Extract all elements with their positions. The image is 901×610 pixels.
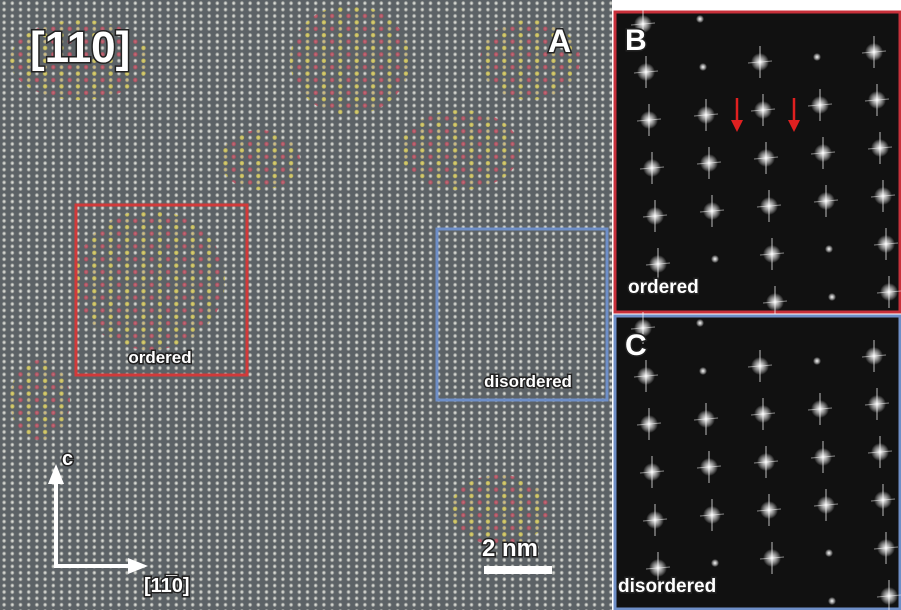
- scale-bar-label: 2 nm: [482, 535, 538, 562]
- panel-label: A: [548, 23, 571, 59]
- panel-c: C disordered: [615, 312, 901, 610]
- caption: disordered: [618, 576, 716, 597]
- panel-label: C: [625, 329, 647, 362]
- panel-a: [110] A ordered disordered c [11̅0] 2 nm: [0, 0, 612, 610]
- fft-spot: [825, 549, 833, 557]
- fft-spot: [825, 245, 833, 253]
- axis-label: c: [62, 448, 73, 470]
- scale-bar: [484, 566, 552, 574]
- fft-spot: [828, 597, 836, 605]
- panel-label: B: [625, 24, 647, 57]
- box-label: disordered: [484, 372, 572, 391]
- box-label: ordered: [128, 348, 191, 367]
- fft-spot: [696, 15, 704, 23]
- fft-spot: [699, 367, 707, 375]
- fft-spot: [813, 357, 821, 365]
- zone-axis: [110]: [30, 23, 130, 72]
- caption: ordered: [628, 277, 699, 298]
- fft-spot: [711, 255, 719, 263]
- fft-spot: [813, 53, 821, 61]
- figure: [110] A ordered disordered c [11̅0] 2 nm…: [0, 0, 901, 610]
- fft-spot: [696, 319, 704, 327]
- fft-spot: [828, 293, 836, 301]
- panel-b: B ordered: [615, 8, 901, 318]
- fft-spot: [711, 559, 719, 567]
- axis-label: [11̅0]: [144, 575, 190, 597]
- fft-spot: [699, 63, 707, 71]
